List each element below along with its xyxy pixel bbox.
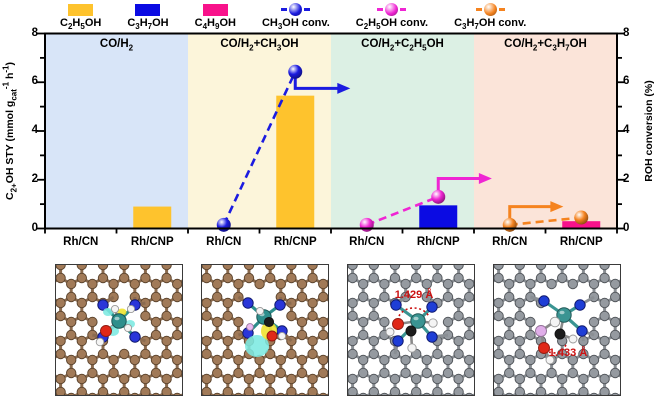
region-bg-3 [331,33,474,229]
legend-item-6: C3H7OH conv. [454,2,526,32]
hydrogen-atom [123,323,133,333]
oxygen-atom [392,318,404,330]
hydrogen-atom [549,316,561,328]
conv-point [431,189,446,204]
bar-C4H9OH [562,221,601,229]
nitrogen-atom [538,295,550,307]
bar-C2H5OH [133,206,172,229]
bond-length-annotation: 1.433 Å [549,346,588,359]
oxygen-atom [538,342,550,354]
carbon-atom [554,328,566,340]
conv-point [574,210,589,225]
arrowhead-icon [337,82,351,94]
legend-dash [498,7,505,11]
bar-C3H7OH [419,205,458,229]
legend-item-3: C4H9OH [195,2,236,32]
chart-canvas [37,32,625,234]
bar-C2H5OH [276,95,315,229]
hydrogen-atom [126,304,136,314]
conv-point [216,217,231,232]
conv-point [288,64,303,79]
arrowhead-icon [478,173,492,185]
arrowhead-icon [550,201,564,213]
hydrogen-atom [428,318,438,328]
legend-swatch [68,4,94,16]
legend-label: C2H5OH conv. [355,17,429,32]
oxygen-atom [266,330,278,342]
hydrogen-atom [110,304,120,314]
nitrogen-atom [426,301,438,313]
legend-item-2: C3H7OH [127,2,169,32]
phosphorus-atom [246,323,254,331]
nitrogen-atom [574,299,586,311]
nitrogen-atom [426,331,438,343]
dft-structure-panels: 1.429 Å 1.433 Å [55,264,621,396]
legend-item-4: CH3OH conv. [262,2,330,32]
legend-point-marker [281,2,311,16]
legend-label: C2H5OH [60,17,102,32]
bond-length-arc [398,307,430,318]
hydrogen-atom [407,343,417,353]
legend-label: C3H7OH conv. [454,17,527,32]
legend-sphere-icon [385,2,399,16]
region-bg-4 [474,33,617,229]
legend-label: C3H7OH [127,17,169,32]
carbon-atom [263,316,275,328]
legend-sphere-icon [289,2,303,16]
legend-sphere-icon [483,2,497,16]
nitrogen-atom [392,335,404,347]
nitrogen-atom [97,299,109,311]
legend-swatch [202,4,228,16]
bond-length-annotation: 1.429 Å [395,288,434,301]
oxygen-atom [100,325,112,337]
legend-dash [377,7,384,11]
legend-swatch [135,4,161,16]
nitrogen-atom [274,299,286,311]
nitrogen-atom [390,299,402,311]
hydrogen-atom [95,337,105,347]
legend-item-5: C2H5OH conv. [356,2,428,32]
legend-dash [400,7,407,11]
legend-point-marker [377,2,407,16]
phosphorus-atom [535,325,547,337]
conv-point [502,217,517,232]
dft-structure-panel-1 [55,264,183,396]
hydrogen-atom [545,355,555,365]
nitrogen-atom [129,331,141,343]
nitrogen-atom [242,297,254,309]
legend-dash [281,7,288,11]
dft-structure-panel-2 [201,264,329,396]
rhodium-atom [111,313,127,329]
hydrogen-atom [255,306,265,316]
nitrogen-atom [576,325,588,337]
legend-item-1: C2H5OH [60,2,101,32]
legend-dash [304,7,311,11]
dft-structure-panel-4: 1.433 Å [493,264,621,396]
legend-label: C4H9OH [194,17,236,32]
region-bg-1 [45,33,188,229]
hydrogen-atom [385,327,395,337]
legend-label: CH3OH conv. [261,17,330,32]
legend: C2H5OH C3H7OH C4H9OH CH3OH conv. C2H5OH conv… [0,2,662,32]
sty-conversion-chart: C2+OH STY (mmol gcat-1 h-1) ROH conversi… [2,27,655,248]
dft-structure-panel-3: 1.429 Å [347,264,475,396]
conv-dashed-line [222,71,297,226]
conv-point [359,217,374,232]
bond-length-arc [548,342,567,354]
legend-dash [475,7,482,11]
conv-dashed-line [509,216,582,227]
carbon-atom [405,325,417,337]
hydrogen-atom [568,334,578,344]
hydrogen-atom [277,331,287,341]
legend-point-marker [475,2,505,16]
